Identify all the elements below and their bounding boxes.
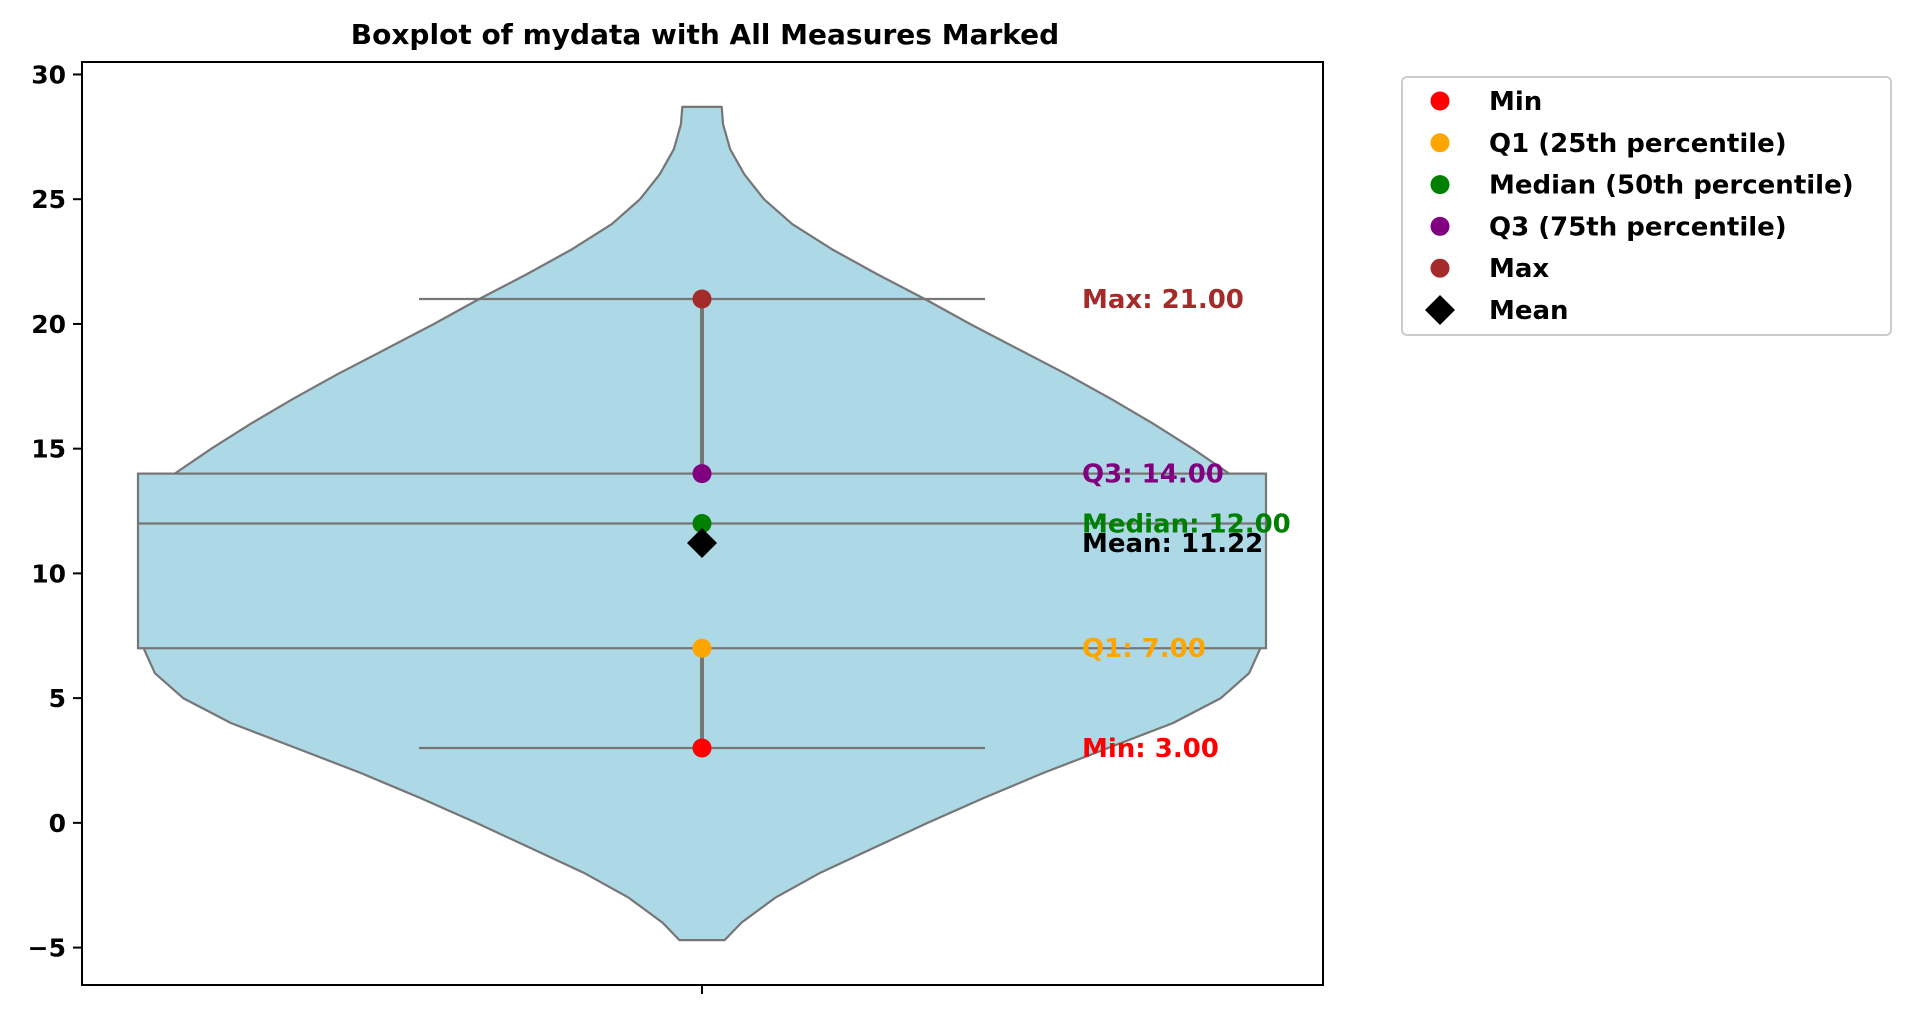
y-tick-label: −5 bbox=[28, 934, 66, 963]
y-tick-label: 0 bbox=[49, 809, 66, 838]
marker-median bbox=[692, 514, 712, 533]
y-tick-label: 5 bbox=[49, 684, 66, 713]
legend-label-q3: Q3 (75th percentile) bbox=[1489, 212, 1787, 242]
legend-marker-max bbox=[1430, 258, 1450, 278]
legend-marker-q1 bbox=[1430, 133, 1450, 153]
label-min: Min: 3.00 bbox=[1082, 734, 1219, 764]
y-axis: −5 0 5 10 15 20 25 30 bbox=[28, 60, 1324, 994]
label-max: Max: 21.00 bbox=[1082, 285, 1244, 315]
marker-max bbox=[692, 289, 712, 309]
y-tick-label: 25 bbox=[31, 185, 66, 214]
legend-marker-min bbox=[1430, 91, 1450, 111]
y-tick-label: 30 bbox=[31, 60, 66, 89]
annotations: Min: 3.00 Q1: 7.00 Median: 12.00 Q3: 14.00 M… bbox=[1082, 285, 1291, 764]
legend-label-q1: Q1 (25th percentile) bbox=[1489, 129, 1787, 159]
label-median: Median: 12.00 bbox=[1082, 510, 1291, 540]
marker-q3 bbox=[692, 464, 712, 484]
legend-label-min: Min bbox=[1489, 87, 1542, 117]
y-tick-label: 20 bbox=[31, 310, 66, 339]
label-q1: Q1: 7.00 bbox=[1082, 634, 1206, 664]
legend-box bbox=[1401, 76, 1892, 336]
marker-q1 bbox=[692, 638, 712, 658]
box-iqr bbox=[136, 472, 1268, 650]
chart-title: Boxplot of mydata with All Measures Mark… bbox=[351, 18, 1059, 51]
marker-min bbox=[692, 738, 712, 758]
plot-area bbox=[136, 105, 1268, 942]
label-q3: Q3: 14.00 bbox=[1082, 460, 1224, 490]
legend-marker-median bbox=[1430, 175, 1450, 195]
marker-mean bbox=[687, 527, 717, 558]
legend: Min Q1 (25th percentile) Median (50th perc… bbox=[1401, 76, 1892, 336]
label-mean: Mean: 11.22 bbox=[1082, 529, 1263, 559]
legend-label-median: Median (50th percentile) bbox=[1489, 171, 1854, 201]
legend-marker-q3 bbox=[1430, 216, 1450, 236]
y-tick-label: 15 bbox=[31, 435, 66, 464]
legend-label-mean: Mean bbox=[1489, 296, 1569, 326]
legend-label-max: Max bbox=[1489, 254, 1549, 284]
legend-marker-mean bbox=[1425, 295, 1455, 325]
y-tick-label: 10 bbox=[31, 559, 66, 588]
